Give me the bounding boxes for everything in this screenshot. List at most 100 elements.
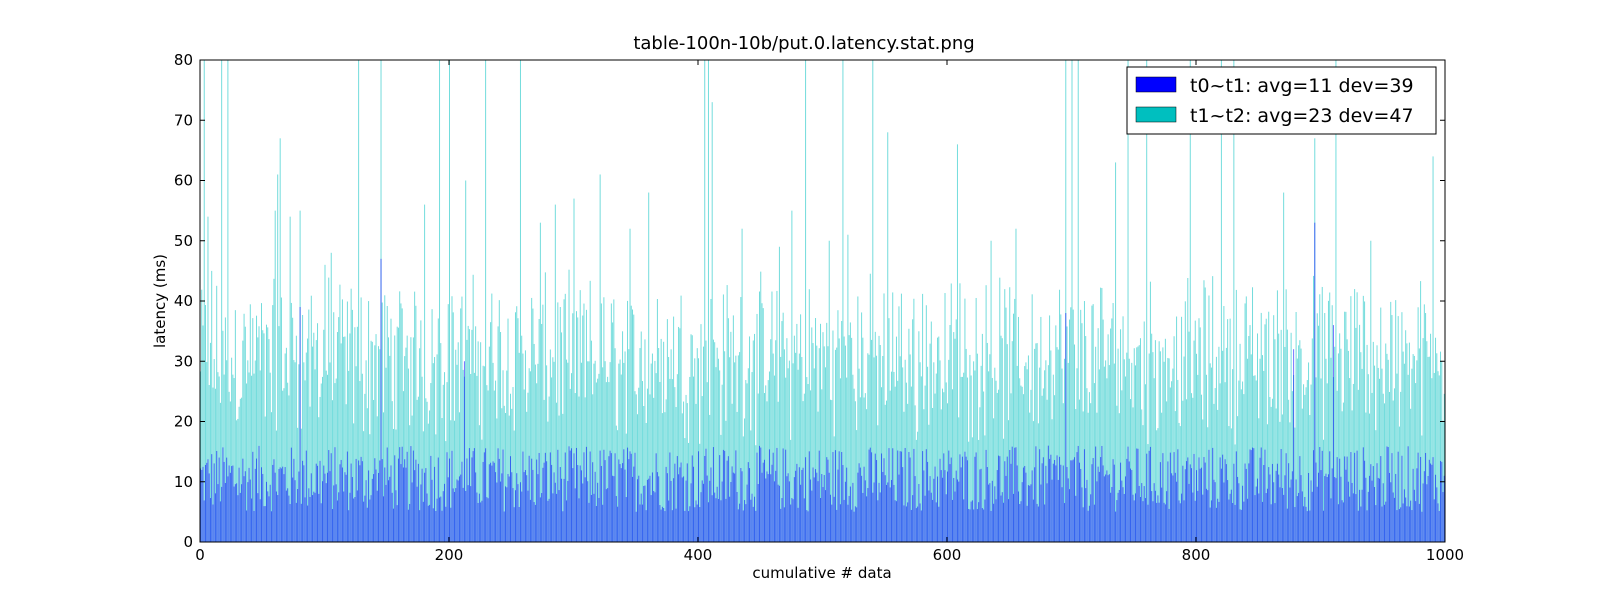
- bar-t0-t1: [1352, 493, 1354, 542]
- bar-t0-t1: [1153, 483, 1155, 542]
- bar-t0-t1: [1258, 493, 1260, 542]
- bar-t0-t1: [1072, 459, 1074, 542]
- bar-t1-t2: [214, 388, 216, 542]
- bar-t0-t1: [1416, 468, 1418, 542]
- bar-t1-t2: [1230, 428, 1232, 542]
- bar-t0-t1: [1306, 511, 1308, 542]
- bar-t0-t1: [888, 448, 890, 542]
- bar-t1-t2: [1397, 316, 1399, 542]
- bar-t0-t1: [1248, 463, 1250, 542]
- bar-t1-t2: [612, 322, 614, 542]
- bar-t0-t1: [580, 470, 582, 542]
- bar-t0-t1: [1382, 483, 1384, 542]
- bar-t1-t2: [1381, 368, 1383, 542]
- bar-t1-t2: [1077, 60, 1079, 542]
- bar-t1-t2: [1402, 351, 1404, 542]
- bar-t0-t1: [507, 473, 509, 542]
- bar-t0-t1: [594, 471, 596, 542]
- bar-t1-t2: [960, 376, 962, 542]
- bar-t0-t1: [993, 503, 995, 542]
- bar-t1-t2: [873, 357, 875, 542]
- bar-t0-t1: [786, 476, 788, 542]
- bar-t1-t2: [1105, 360, 1107, 542]
- bar-t1-t2: [851, 337, 853, 542]
- bar-t1-t2: [629, 228, 631, 542]
- bar-t1-t2: [691, 335, 693, 542]
- bar-t1-t2: [1164, 338, 1166, 542]
- bar-t0-t1: [1325, 473, 1327, 542]
- bar-t1-t2: [1279, 421, 1281, 542]
- bar-t0-t1: [465, 490, 467, 542]
- bar-t1-t2: [695, 403, 697, 542]
- bar-t0-t1: [1207, 490, 1209, 542]
- bar-t0-t1: [1095, 446, 1097, 542]
- bar-t1-t2: [747, 368, 749, 542]
- bar-t1-t2: [848, 335, 850, 542]
- bar-t0-t1: [1356, 450, 1358, 542]
- bar-t0-t1: [802, 467, 804, 542]
- bar-t1-t2: [1252, 287, 1254, 542]
- bar-t1-t2: [465, 180, 467, 542]
- bar-t0-t1: [427, 505, 429, 542]
- bar-t1-t2: [893, 371, 895, 542]
- bar-t1-t2: [234, 310, 236, 542]
- bar-t1-t2: [853, 388, 855, 542]
- bar-t1-t2: [300, 428, 302, 542]
- bar-t1-t2: [1235, 289, 1237, 542]
- bar-t1-t2: [1191, 393, 1193, 542]
- bar-t0-t1: [1219, 457, 1221, 542]
- bar-t0-t1: [584, 477, 586, 542]
- bar-t0-t1: [904, 447, 906, 542]
- bar-t1-t2: [279, 138, 281, 542]
- bar-t1-t2: [1413, 355, 1415, 542]
- bar-t1-t2: [1366, 344, 1368, 542]
- bar-t1-t2: [1030, 389, 1032, 542]
- bar-t0-t1: [956, 479, 958, 542]
- bar-t0-t1: [1212, 447, 1214, 542]
- bar-t1-t2: [568, 269, 570, 542]
- bar-t0-t1: [643, 485, 645, 542]
- bar-t0-t1: [959, 454, 961, 542]
- bar-t1-t2: [900, 293, 902, 542]
- bar-t1-t2: [1035, 343, 1037, 542]
- bar-t0-t1: [966, 460, 968, 542]
- bar-t1-t2: [579, 290, 581, 542]
- bar-t0-t1: [577, 465, 579, 542]
- bar-t0-t1: [869, 447, 871, 542]
- bar-t1-t2: [358, 60, 360, 542]
- bar-t1-t2: [273, 278, 275, 542]
- bar-t0-t1: [590, 494, 592, 542]
- bar-t1-t2: [823, 346, 825, 542]
- bar-t1-t2: [1066, 326, 1068, 542]
- bar-t1-t2: [970, 375, 972, 542]
- bar-t0-t1: [1264, 449, 1266, 542]
- bar-t1-t2: [937, 337, 939, 542]
- bar-t0-t1: [685, 480, 687, 542]
- bar-t1-t2: [1070, 307, 1072, 542]
- bar-t0-t1: [1088, 505, 1090, 542]
- bar-t1-t2: [478, 425, 480, 542]
- bar-t0-t1: [329, 471, 331, 542]
- bar-t0-t1: [353, 498, 355, 542]
- bar-t1-t2: [1248, 336, 1250, 542]
- bar-t0-t1: [483, 452, 485, 542]
- bar-t0-t1: [400, 464, 402, 542]
- bar-t1-t2: [659, 381, 661, 542]
- bar-t1-t2: [1154, 340, 1156, 542]
- bar-t0-t1: [633, 466, 635, 542]
- bar-t0-t1: [279, 467, 281, 542]
- bar-t1-t2: [1100, 287, 1102, 542]
- bar-t1-t2: [1360, 352, 1362, 542]
- bar-t1-t2: [1073, 344, 1075, 542]
- bar-t0-t1: [598, 497, 600, 542]
- bar-t1-t2: [243, 313, 245, 542]
- bar-t1-t2: [771, 291, 773, 542]
- bar-t1-t2: [1193, 340, 1195, 542]
- bar-t1-t2: [671, 379, 673, 542]
- bar-t0-t1: [719, 455, 721, 542]
- bar-t1-t2: [1229, 318, 1231, 542]
- bar-t0-t1: [361, 461, 363, 542]
- bar-t0-t1: [526, 475, 528, 542]
- bar-t1-t2: [326, 374, 328, 542]
- bar-t0-t1: [716, 486, 718, 542]
